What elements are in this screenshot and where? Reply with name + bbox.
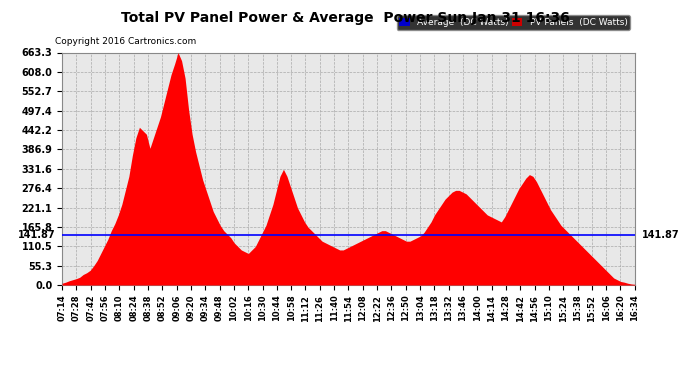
Text: Total PV Panel Power & Average  Power Sun Jan 31 16:36: Total PV Panel Power & Average Power Sun…: [121, 11, 569, 25]
Text: Copyright 2016 Cartronics.com: Copyright 2016 Cartronics.com: [55, 38, 197, 46]
Text: 141.87: 141.87: [17, 230, 55, 240]
Text: 141.87: 141.87: [642, 230, 680, 240]
Legend: Average  (DC Watts), PV Panels  (DC Watts): Average (DC Watts), PV Panels (DC Watts): [397, 15, 630, 30]
